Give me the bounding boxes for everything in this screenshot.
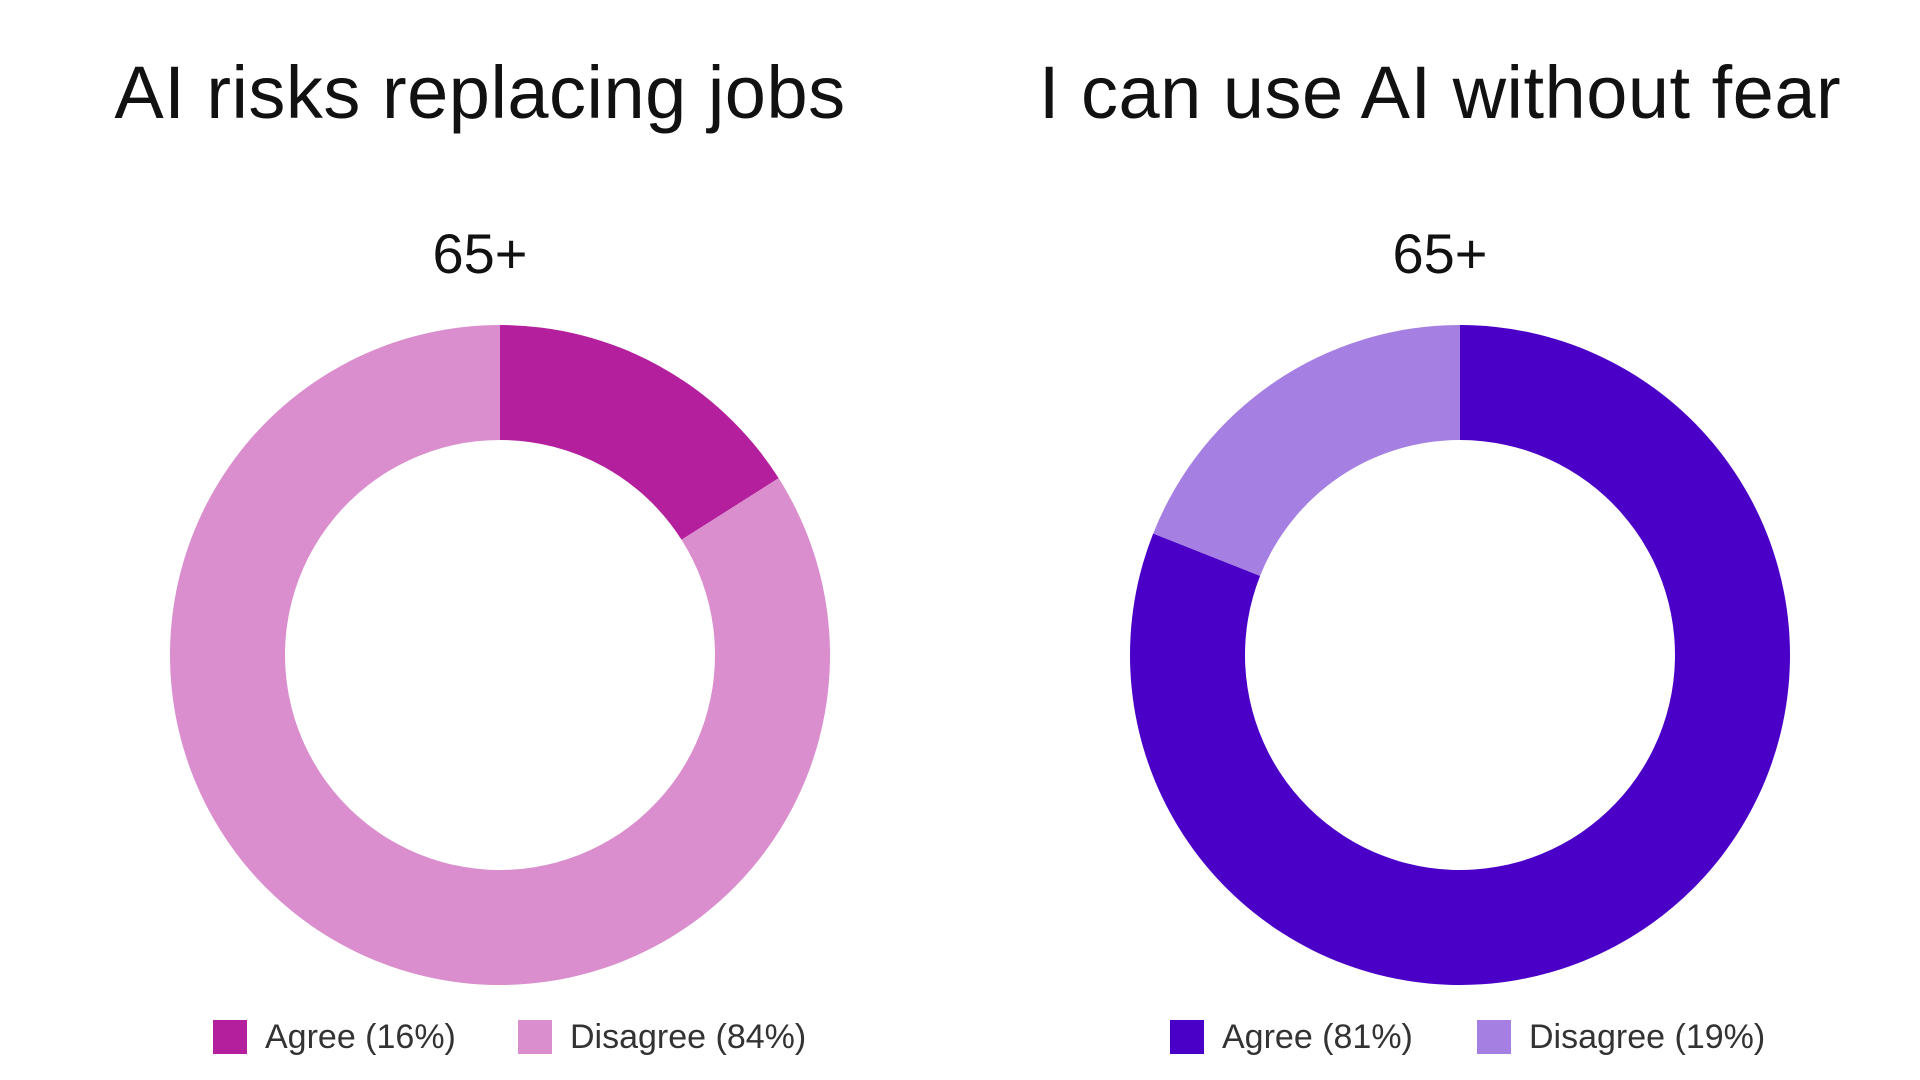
legend-item-agree: Agree (81%) (1170, 1012, 1413, 1062)
donut-slice-agree (500, 325, 779, 540)
donut-chart (169, 325, 830, 986)
legend-item-agree: Agree (16%) (213, 1012, 456, 1062)
legend-swatch-agree (213, 1020, 247, 1054)
chart-subtitle: 65+ (1392, 222, 1488, 285)
legend-item-disagree: Disagree (19%) (1477, 1012, 1765, 1062)
legend-label-agree: Agree (16%) (265, 1018, 456, 1056)
donut-slice-disagree (169, 325, 830, 986)
legend-label-agree: Agree (81%) (1222, 1018, 1413, 1056)
legend-swatch-agree (1170, 1020, 1204, 1054)
legend-swatch-disagree (1477, 1020, 1511, 1054)
legend-swatch-disagree (518, 1020, 552, 1054)
legend-label-disagree: Disagree (19%) (1529, 1018, 1766, 1056)
chart-title: AI risks replacing jobs (114, 51, 846, 134)
donut-slice-agree (1130, 325, 1790, 985)
legend-label-disagree: Disagree (84%) (570, 1018, 807, 1056)
chart-subtitle: 65+ (432, 222, 528, 285)
chart-panel-fear: I can use AI without fear 65+ Agree (81%… (960, 0, 1920, 1080)
chart-legend: Agree (16%) Disagree (84%) (0, 1012, 960, 1062)
chart-title: I can use AI without fear (1038, 51, 1842, 134)
donut-slice-disagree (1153, 325, 1460, 576)
chart-legend: Agree (81%) Disagree (19%) (960, 1012, 1920, 1062)
chart-panel-jobs: AI risks replacing jobs 65+ Agree (16%) … (0, 51, 960, 1062)
legend-item-disagree: Disagree (84%) (518, 1012, 806, 1062)
donut-chart (1130, 325, 1790, 985)
